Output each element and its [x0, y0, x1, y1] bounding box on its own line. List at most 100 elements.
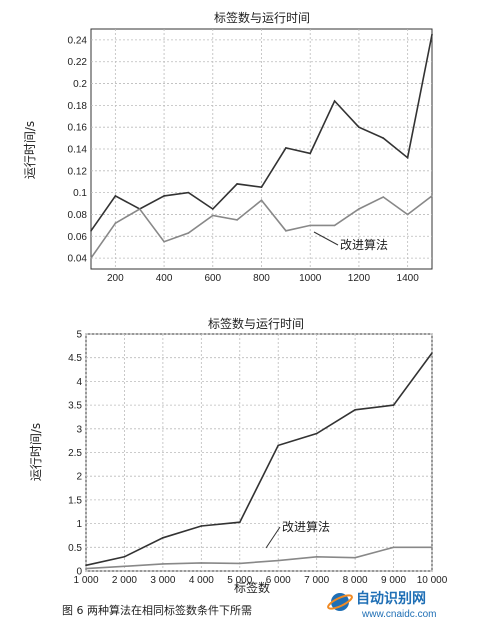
y-tick-label: 1.5: [68, 495, 82, 506]
x-tick-label: 1200: [348, 273, 371, 284]
data-point-original: [333, 100, 336, 102]
globe-icon: [331, 593, 349, 611]
data-point-original: [354, 409, 356, 411]
data-point-improved: [260, 199, 263, 202]
x-tick-label: 600: [204, 273, 221, 284]
data-point-original: [392, 404, 395, 406]
data-point-improved: [163, 240, 165, 243]
chart-2-title: 标签数与运行时间: [208, 316, 304, 331]
data-point-original: [200, 525, 203, 527]
data-point-original: [382, 137, 385, 139]
x-tick-label: 1000: [299, 273, 322, 284]
data-point-improved: [238, 562, 241, 565]
x-tick-label: 8 000: [343, 575, 368, 586]
y-tick-label: 0.12: [68, 166, 88, 177]
chart-1-title: 标签数与运行时间: [214, 10, 310, 25]
data-point-original: [163, 195, 165, 197]
data-point-improved: [236, 219, 238, 221]
data-point-improved: [200, 562, 203, 564]
x-tick-label: 5 000: [227, 575, 252, 586]
figure-caption: 图 6 两种算法在相同标签数条件下所需: [62, 603, 252, 617]
data-point-improved: [333, 224, 336, 227]
watermark-text: 自动识别网: [356, 590, 426, 607]
y-tick-label: 2.5: [68, 448, 82, 459]
data-point-improved: [315, 555, 318, 558]
data-point-improved: [309, 224, 312, 227]
data-point-original: [309, 152, 312, 155]
y-tick-label: 0.5: [68, 543, 82, 554]
data-point-original: [114, 195, 117, 197]
data-point-improved: [392, 546, 395, 549]
y-tick-label: 0.14: [68, 145, 88, 156]
data-point-original: [315, 432, 318, 435]
data-point-improved: [431, 195, 433, 197]
data-point-improved: [162, 563, 164, 565]
data-point-improved: [354, 556, 356, 559]
data-point-original: [236, 183, 238, 185]
data-point-improved: [277, 559, 280, 562]
data-point-improved: [211, 214, 214, 217]
data-point-improved: [431, 546, 433, 549]
y-tick-label: 4.5: [68, 353, 82, 364]
x-tick-label: 1 000: [73, 575, 98, 586]
y-tick-label: 2: [76, 472, 82, 483]
data-point-original: [431, 33, 433, 36]
chart-2-y-axis-label: 运行时间/s: [29, 423, 43, 481]
data-point-improved: [187, 232, 190, 234]
x-tick-label: 200: [107, 273, 124, 284]
data-point-original: [260, 186, 263, 188]
data-point-original: [187, 191, 190, 194]
y-tick-label: 3.5: [68, 401, 82, 412]
x-tick-label: 1400: [397, 273, 420, 284]
y-tick-label: 0.24: [68, 35, 88, 46]
y-tick-label: 0.04: [68, 254, 88, 265]
y-tick-label: 0.1: [73, 188, 87, 199]
data-point-original: [211, 208, 214, 210]
y-tick-label: 0.22: [68, 57, 88, 68]
data-point-original: [406, 156, 409, 159]
y-tick-label: 0.2: [73, 79, 87, 90]
y-tick-label: 0: [76, 567, 82, 578]
data-point-improved: [85, 567, 87, 570]
data-point-original: [277, 444, 280, 447]
data-point-improved: [382, 196, 385, 198]
data-point-improved: [90, 257, 92, 259]
data-point-original: [431, 352, 433, 354]
x-tick-label: 7 000: [304, 575, 329, 586]
watermark-url: www.cnaidc.com: [361, 609, 436, 620]
y-tick-label: 0.16: [68, 123, 88, 134]
chart-1-annotation: 改进算法: [340, 237, 388, 252]
chart-2-annotation: 改进算法: [282, 519, 330, 534]
data-point-improved: [406, 213, 409, 216]
data-point-original: [90, 230, 92, 232]
y-tick-label: 0.18: [68, 101, 88, 112]
chart-2-x-axis-label: 标签数: [234, 580, 270, 595]
y-tick-label: 4: [76, 377, 82, 388]
data-point-improved: [358, 208, 360, 210]
y-tick-label: 0.08: [68, 210, 88, 221]
watermark-logo: 自动识别网 www.cnaidc.com: [327, 590, 436, 620]
x-tick-label: 400: [156, 273, 173, 284]
data-point-improved: [138, 208, 141, 210]
chart-2: 标签数与运行时间 运行时间/s 1 000 2 000 3 000 4 000 5 00…: [29, 316, 448, 595]
data-point-original: [238, 521, 241, 523]
x-tick-label: 4 000: [189, 575, 214, 586]
y-tick-label: 0.06: [68, 232, 88, 243]
chart-1-y-axis-label: 运行时间/s: [23, 121, 37, 179]
data-point-improved: [123, 565, 126, 568]
data-point-original: [285, 147, 287, 149]
x-tick-label: 10 000: [417, 575, 448, 586]
data-point-original: [162, 537, 164, 539]
x-tick-label: 800: [253, 273, 270, 284]
data-point-original: [85, 564, 87, 567]
orbit-icon: [327, 594, 353, 610]
chart-1: 标签数与运行时间 运行时间/s 200 400 600 800 1000 1200 1400…: [23, 10, 433, 284]
y-tick-label: 5: [76, 330, 82, 341]
chart-2-annotation-pointer: [265, 526, 281, 549]
x-tick-label: 3 000: [150, 575, 175, 586]
series-line-improved: [85, 546, 432, 570]
data-point-improved: [114, 222, 117, 224]
y-tick-label: 1: [76, 519, 82, 530]
data-point-original: [123, 555, 126, 558]
